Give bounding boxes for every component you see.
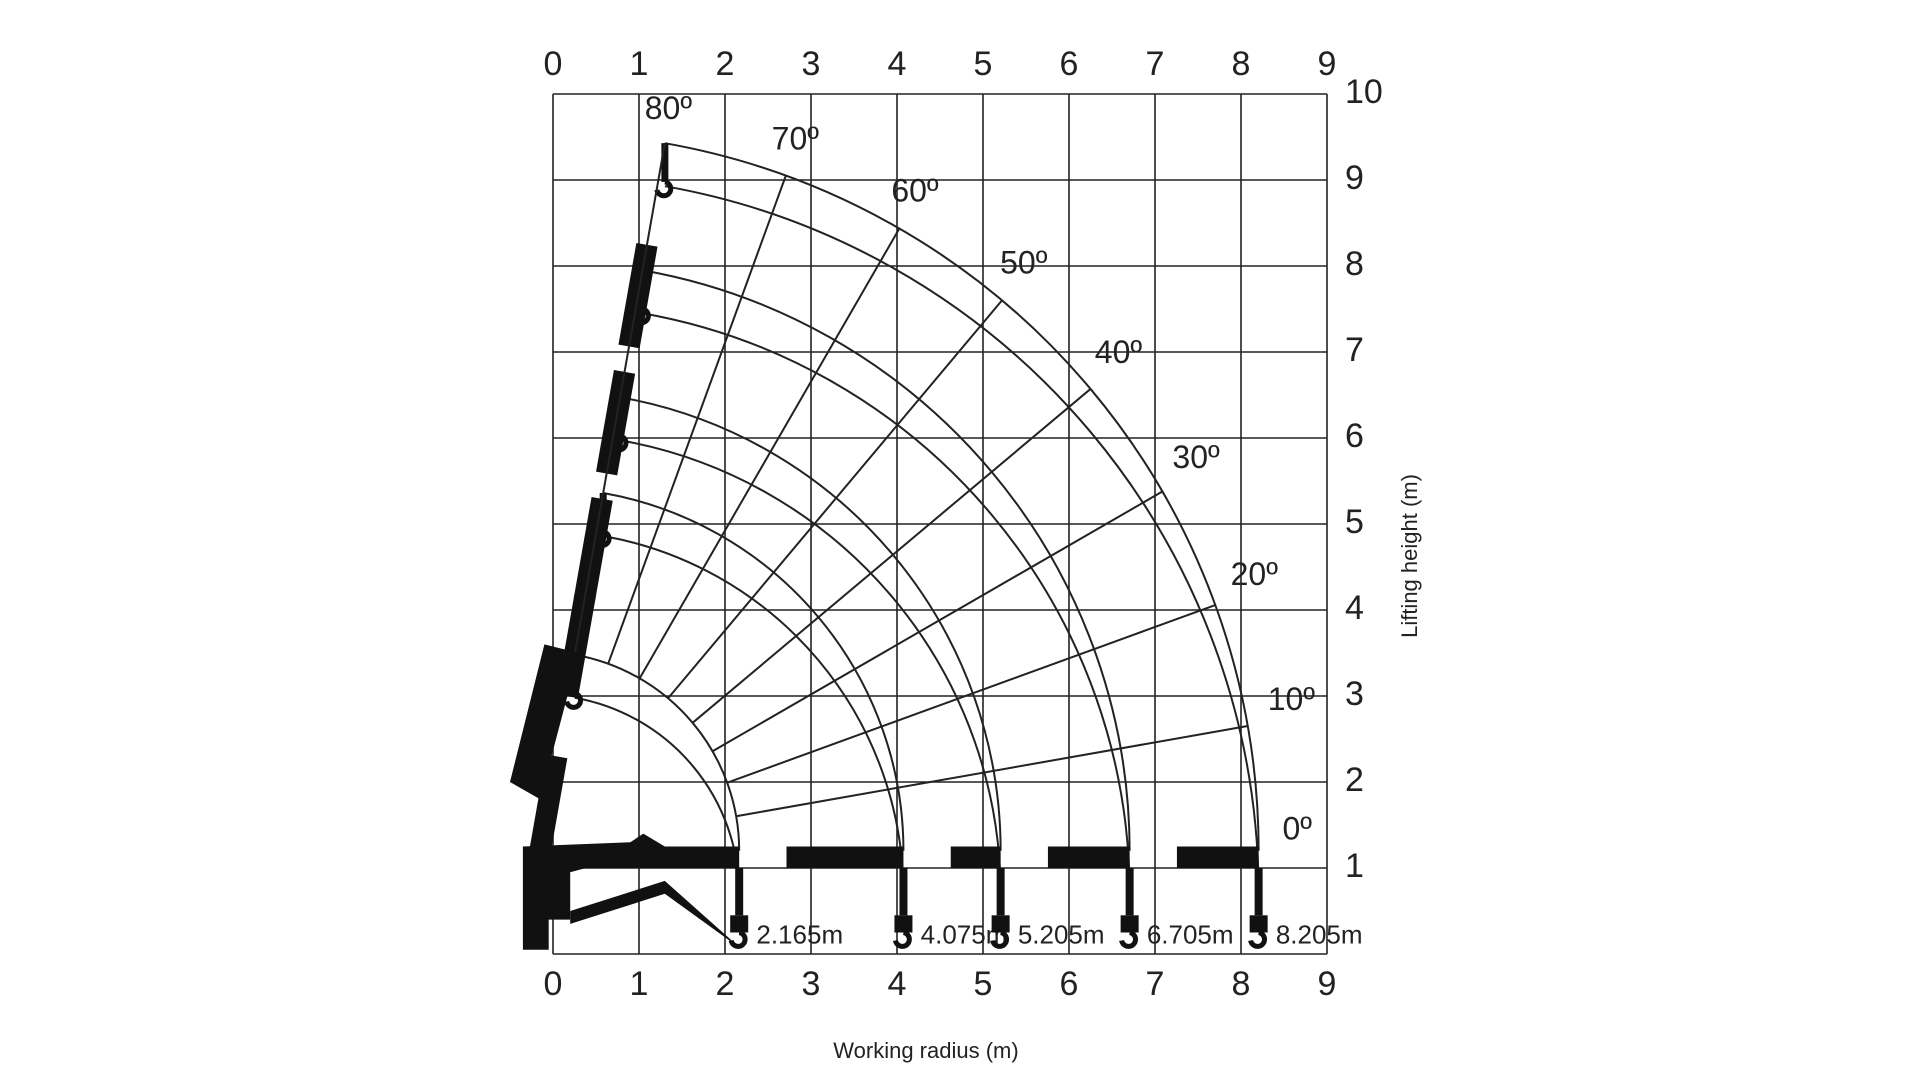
hook-cable	[996, 868, 1005, 916]
hook	[728, 930, 748, 949]
angle-line	[712, 490, 1163, 753]
angle-label: 10º	[1268, 681, 1316, 717]
crane-arm	[570, 880, 743, 950]
hook-cable	[1254, 868, 1263, 916]
x-tick-label: 1	[630, 45, 649, 83]
x-axis-title: Working radius (m)	[833, 1038, 1018, 1063]
hook-cable	[899, 868, 908, 916]
x-tick-label: 6	[1060, 45, 1079, 83]
reach-label: 6.705m	[1147, 920, 1234, 950]
hook-block	[991, 915, 1010, 933]
y-tick-label: 9	[1345, 159, 1364, 197]
hook	[1119, 930, 1138, 949]
x-tick-label: 0	[544, 45, 563, 83]
tip-arc	[574, 653, 741, 851]
reach-label: 8.205m	[1276, 920, 1363, 950]
boom	[950, 846, 1001, 868]
y-tick-label: 3	[1345, 675, 1364, 713]
hook-cable	[735, 868, 744, 916]
y-tick-label: 10	[1345, 73, 1383, 111]
hook-block	[894, 915, 913, 933]
angle-line	[638, 228, 901, 679]
y-tick-label: 5	[1345, 503, 1364, 541]
angle-label: 30º	[1172, 439, 1220, 475]
hook-arc	[603, 534, 905, 894]
angle-label: 40º	[1095, 334, 1143, 370]
x-tick-label: 7	[1146, 45, 1165, 83]
angle-line	[667, 299, 1003, 699]
x-tick-label: 9	[1318, 45, 1337, 83]
x-tick-label: 3	[802, 965, 821, 1003]
reach-label: 2.165m	[756, 920, 843, 950]
crane-base	[522, 833, 665, 950]
y-tick-label: 7	[1345, 331, 1364, 369]
angle-label: 50º	[1000, 244, 1048, 280]
y-tick-label: 2	[1345, 761, 1364, 799]
angle-label: 20º	[1231, 556, 1279, 592]
angle-line	[726, 604, 1216, 784]
hook-block	[1249, 915, 1268, 933]
boom	[1176, 846, 1259, 868]
y-axis-title: Lifting height (m)	[1397, 474, 1422, 638]
y-tick-label: 6	[1345, 417, 1364, 455]
x-tick-label: 4	[888, 45, 907, 83]
hook	[892, 930, 912, 949]
angle-line	[735, 725, 1248, 818]
x-tick-label: 0	[544, 965, 563, 1003]
hook-arc	[642, 312, 1131, 894]
hook-cable	[1125, 868, 1134, 916]
angle-line	[691, 388, 1092, 724]
angle-line	[573, 143, 666, 655]
x-tick-label: 9	[1318, 965, 1337, 1003]
angle-label: 80º	[645, 90, 693, 126]
x-tick-label: 2	[716, 45, 735, 83]
y-tick-label: 1	[1345, 847, 1364, 885]
y-tick-label: 4	[1345, 589, 1364, 627]
raised-hook	[654, 179, 674, 199]
hook-block	[1120, 915, 1139, 933]
x-tick-label: 6	[1060, 965, 1079, 1003]
x-tick-label: 5	[974, 45, 993, 83]
angle-line	[607, 175, 787, 665]
angle-label: 60º	[891, 172, 939, 208]
x-tick-label: 2	[716, 965, 735, 1003]
boom	[786, 846, 904, 868]
reach-label: 5.205m	[1018, 920, 1105, 950]
hook-block	[730, 915, 749, 933]
crane-column	[510, 644, 579, 800]
x-tick-label: 3	[802, 45, 821, 83]
angle-label: 70º	[772, 120, 820, 156]
hook-arc	[664, 185, 1260, 894]
hook	[990, 930, 1009, 949]
boom	[1047, 846, 1130, 868]
raised-boom	[528, 754, 568, 860]
y-tick-label: 8	[1345, 245, 1364, 283]
x-tick-label: 8	[1232, 45, 1251, 83]
x-tick-label: 8	[1232, 965, 1251, 1003]
x-tick-label: 4	[888, 965, 907, 1003]
x-tick-label: 7	[1146, 965, 1165, 1003]
angle-label: 0º	[1282, 811, 1312, 847]
hook	[1248, 930, 1267, 949]
hook-arc	[619, 439, 1002, 894]
x-tick-label: 5	[974, 965, 993, 1003]
x-tick-label: 1	[630, 965, 649, 1003]
